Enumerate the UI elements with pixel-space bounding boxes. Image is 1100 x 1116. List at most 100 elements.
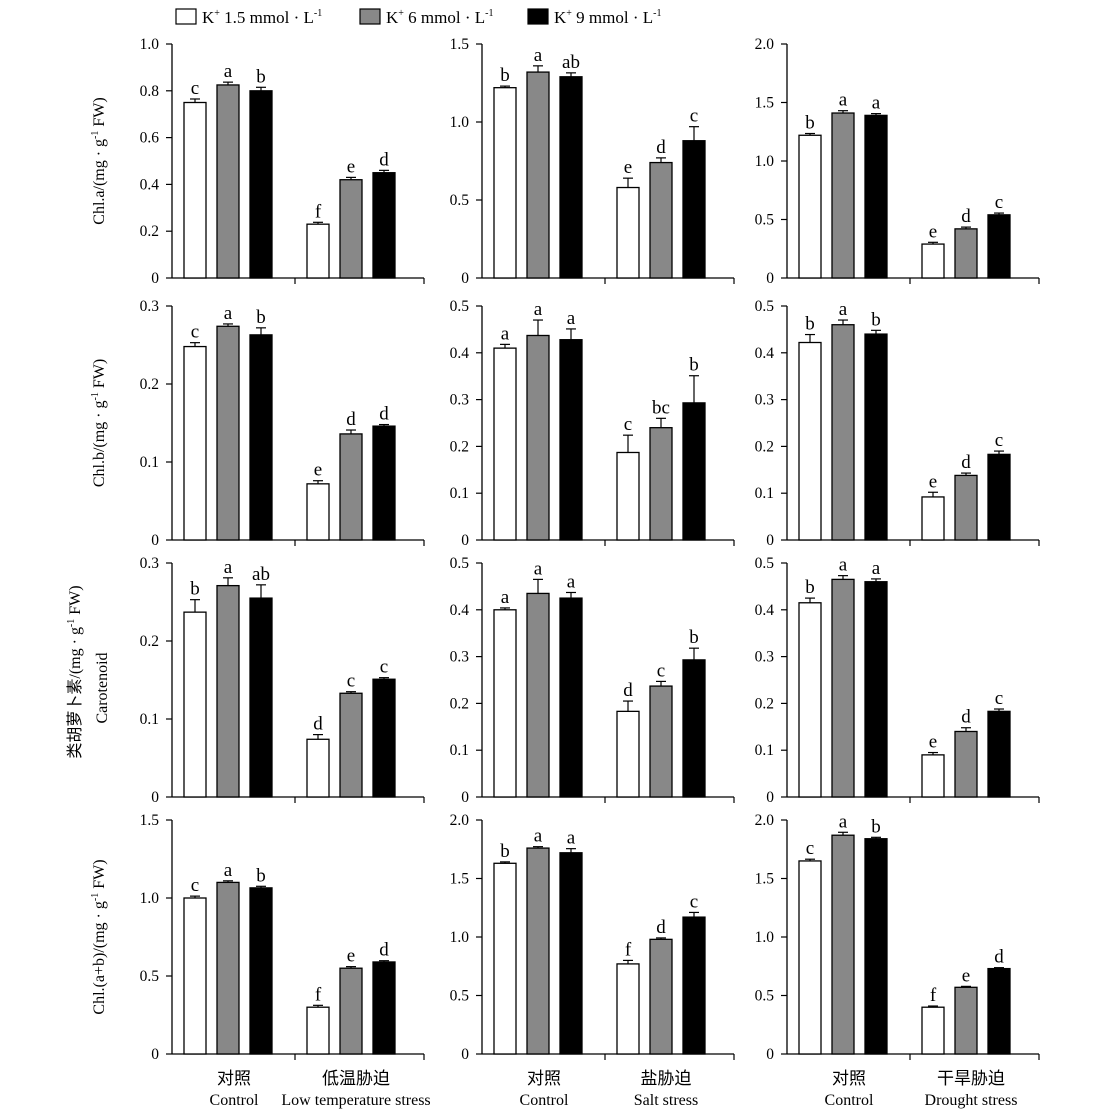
significance-letter: a	[224, 61, 233, 82]
panel-r4-c3: 0 0.5 1.0 1.5 2.0 c a b f e d	[755, 811, 1040, 1063]
y-tick-label: 0.2	[755, 438, 774, 455]
significance-letter: e	[929, 471, 937, 492]
y-tick-label: 0.2	[140, 223, 159, 240]
y-tick-label: 0.8	[140, 83, 160, 100]
y-axis-label-text: Chl.a/(mg · g	[91, 139, 108, 225]
bar	[987, 710, 1011, 798]
y-axis-label-sup: -1	[90, 893, 101, 901]
bar	[526, 592, 550, 798]
significance-letter: a	[839, 90, 848, 111]
significance-letter: c	[380, 657, 388, 678]
legend-label-3: K+ 9 mmol · L-1	[554, 8, 661, 27]
significance-letter: b	[190, 579, 200, 600]
bar	[493, 347, 517, 541]
bar	[649, 685, 673, 798]
significance-letter: a	[224, 303, 233, 324]
y-tick-label: 1.5	[755, 871, 775, 888]
significance-letter: d	[961, 206, 971, 227]
panel-r2-c1: 0 0.1 0.2 0.3 c a b e d d	[140, 298, 425, 549]
significance-letter: b	[500, 65, 510, 86]
y-tick-label: 1.0	[140, 36, 160, 53]
bar	[493, 862, 517, 1055]
y-tick-label: 0.3	[450, 392, 470, 409]
bar	[306, 483, 330, 541]
significance-letter: b	[805, 113, 815, 134]
significance-letter: a	[872, 558, 881, 579]
bar	[831, 834, 855, 1055]
legend-text: K	[554, 8, 567, 27]
y-tick-label: 0	[766, 270, 774, 287]
x-category-en-c3-g2: Drought stress	[925, 1092, 1018, 1109]
bar	[372, 425, 396, 541]
y-tick-label: 1.0	[755, 153, 775, 170]
y-tick-label: 0.1	[140, 711, 159, 728]
bar	[216, 584, 240, 798]
legend-text: 6 mmol · L	[404, 8, 485, 27]
panel-r1-c2: 0 0.5 1.0 1.5 b a ab e d c	[450, 36, 735, 287]
significance-letter: a	[567, 571, 576, 592]
significance-letter: f	[625, 939, 632, 960]
bar	[249, 887, 273, 1055]
significance-letter: a	[224, 860, 233, 881]
legend-label-1: K+ 1.5 mmol · L-1	[202, 8, 322, 27]
bar	[339, 692, 363, 798]
significance-letter: a	[567, 308, 576, 329]
significance-letter: e	[624, 157, 632, 178]
y-tick-label: 0.6	[140, 130, 160, 147]
significance-letter: b	[805, 314, 815, 335]
legend: K+ 1.5 mmol · L-1 K+ 6 mmol · L-1 K+ 9 mmo…	[175, 8, 661, 27]
panel-r1-c3: 0 0.5 1.0 1.5 2.0 b a a e d c	[755, 36, 1040, 287]
significance-letter: e	[347, 156, 355, 177]
significance-letter: b	[689, 355, 699, 376]
bar	[987, 967, 1011, 1055]
legend-swatch-2	[359, 8, 381, 25]
legend-sup: +	[566, 8, 572, 19]
bar	[216, 325, 240, 541]
y-tick-label: 0	[151, 532, 159, 549]
significance-letter: a	[501, 323, 510, 344]
panel-r1-c1: 0 0.2 0.4 0.6 0.8 1.0 c a b f e d	[140, 36, 425, 287]
x-category-cn-c1-g2: 低温胁迫	[322, 1069, 390, 1088]
y-axis-label-text: FW)	[91, 359, 108, 392]
bar	[183, 897, 207, 1055]
significance-letter: d	[961, 707, 971, 728]
y-tick-label: 0.1	[755, 742, 774, 759]
y-tick-label: 0.5	[755, 298, 775, 315]
bar	[339, 433, 363, 541]
y-tick-label: 1.5	[755, 95, 775, 112]
bar	[864, 838, 888, 1055]
bar	[954, 228, 978, 279]
y-axis-label-sup: -1	[90, 131, 101, 139]
significance-letter: b	[805, 577, 815, 598]
y-tick-label: 0	[461, 789, 469, 806]
significance-letter: c	[995, 430, 1003, 451]
significance-letter: a	[839, 299, 848, 320]
x-category-cn-c3-g2: 干旱胁迫	[937, 1069, 1005, 1088]
bar	[616, 186, 640, 279]
bar	[798, 134, 822, 279]
bar	[526, 847, 550, 1055]
bar	[249, 334, 273, 541]
legend-text: 9 mmol · L	[572, 8, 653, 27]
legend-text: K	[386, 8, 399, 27]
y-tick-label: 0.5	[755, 212, 775, 229]
significance-letter: b	[500, 841, 510, 862]
y-tick-label: 0.2	[450, 438, 469, 455]
y-tick-label: 0.5	[450, 988, 470, 1005]
significance-letter: b	[871, 309, 881, 330]
bar	[306, 1006, 330, 1055]
panel-r4-c2: 0 0.5 1.0 1.5 2.0 b a a f d c	[450, 812, 735, 1063]
y-tick-label: 0	[151, 270, 159, 287]
bar	[372, 961, 396, 1055]
bar	[921, 1006, 945, 1055]
bar	[306, 738, 330, 798]
bar	[559, 597, 583, 798]
y-tick-label: 0.1	[450, 485, 469, 502]
legend-swatch-1	[175, 8, 197, 25]
bar	[954, 986, 978, 1055]
significance-letter: c	[995, 688, 1003, 709]
y-tick-label: 0.5	[140, 968, 160, 985]
y-tick-label: 1.0	[140, 890, 160, 907]
legend-label-2: K+ 6 mmol · L-1	[386, 8, 493, 27]
significance-letter: c	[624, 414, 632, 435]
